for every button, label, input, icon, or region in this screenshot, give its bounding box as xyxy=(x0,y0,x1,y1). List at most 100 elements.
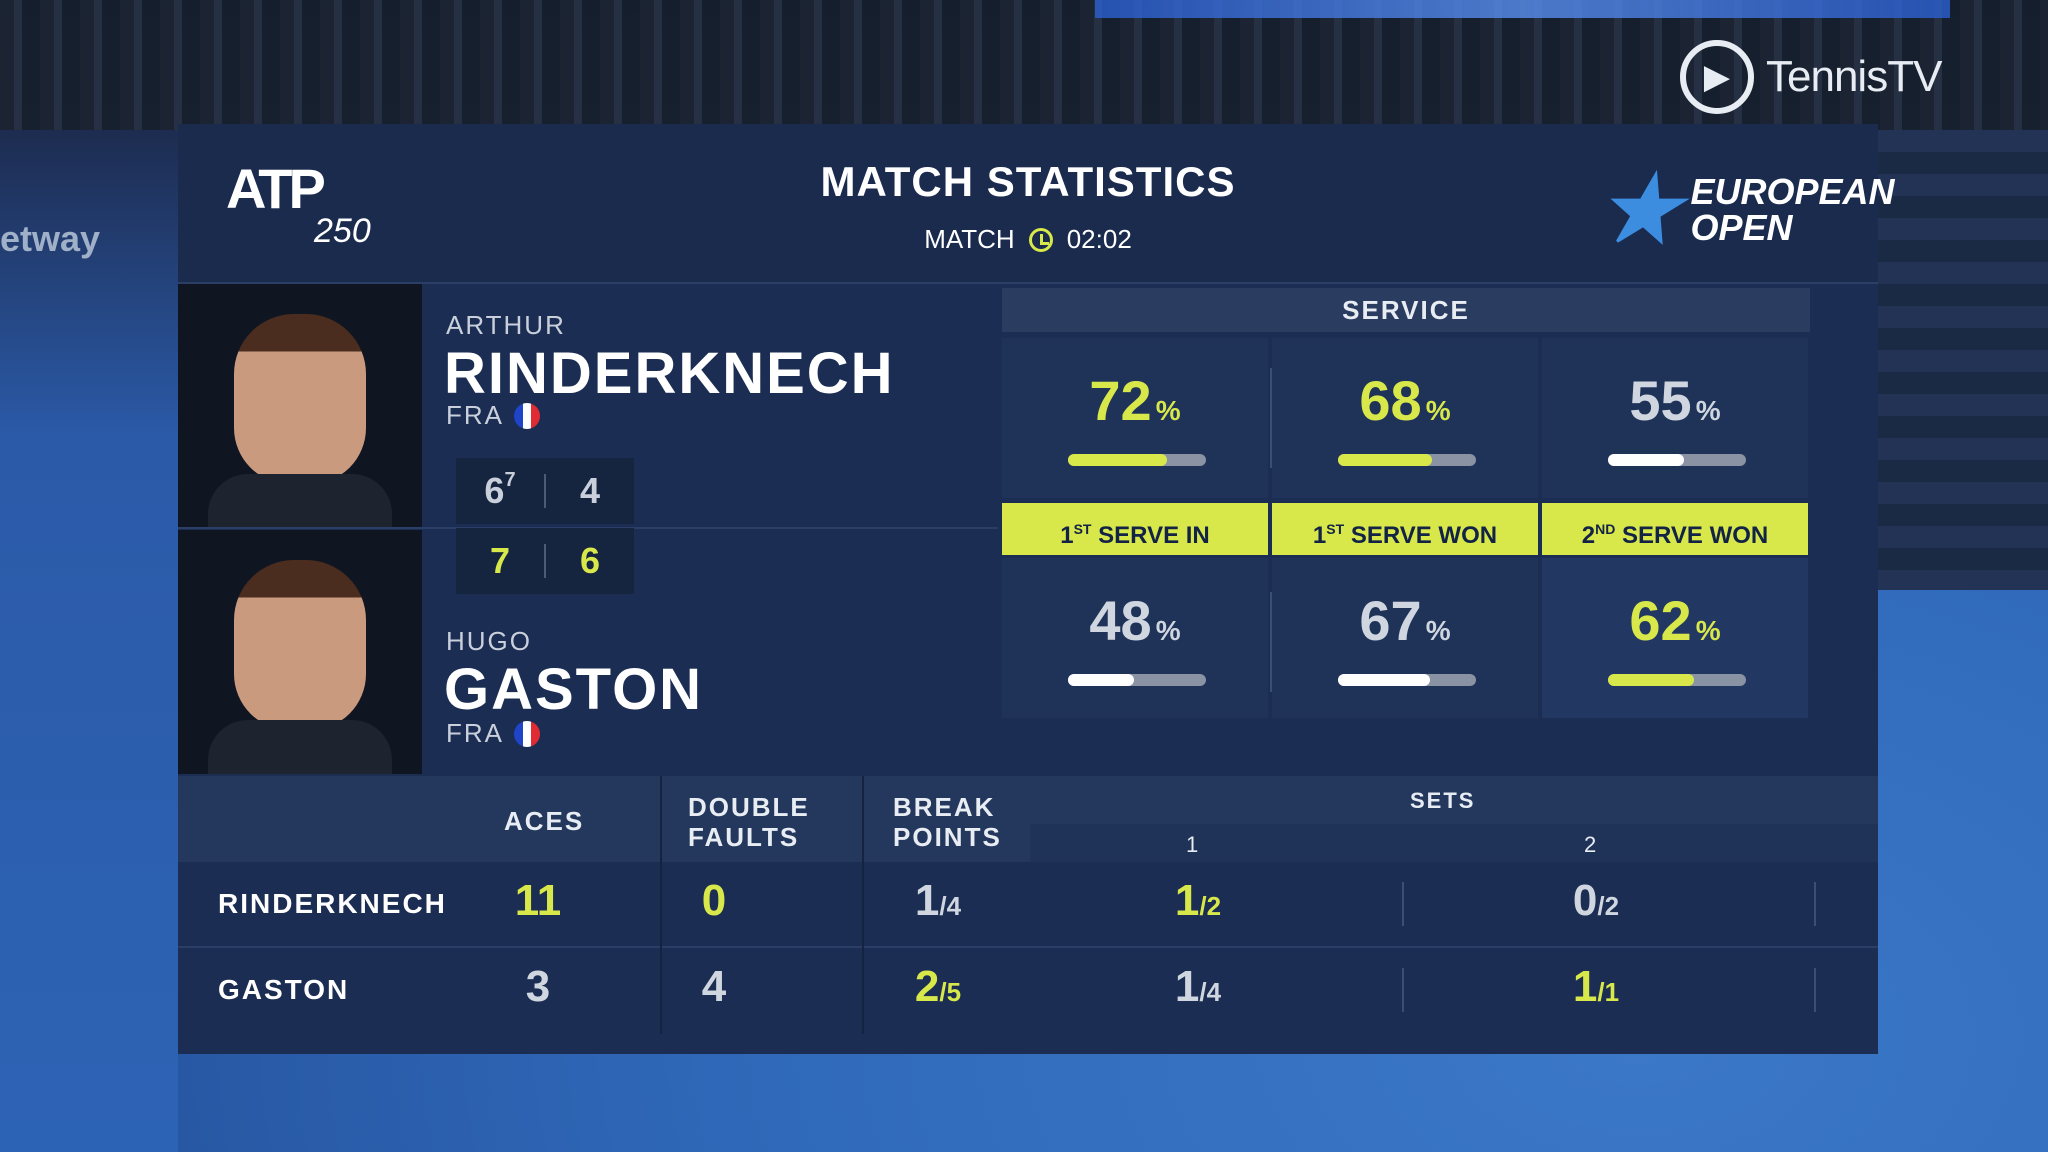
player-head xyxy=(234,314,366,484)
tennistv-text: TennisTV xyxy=(1766,52,1942,101)
column-divider xyxy=(862,776,864,1034)
service-stat-value: 72% xyxy=(1002,368,1268,433)
panel-header: ATP 250 MATCH STATISTICS MATCH 02:02 ★ E… xyxy=(178,124,1895,284)
tournament-line-2: OPEN xyxy=(1690,207,1793,248)
stat-number: 68 xyxy=(1359,369,1422,432)
duration-label: MATCH xyxy=(924,224,1015,254)
progress-bar xyxy=(1608,674,1746,686)
label-prefix: 1 xyxy=(1060,522,1074,549)
progress-bar xyxy=(1338,674,1476,686)
progress-fill xyxy=(1608,674,1694,686)
set2-score: 4 xyxy=(579,470,601,511)
aces-value: 3 xyxy=(525,962,551,1011)
tiebreak-score: 7 xyxy=(504,469,516,491)
play-icon: ▶ xyxy=(1680,40,1754,114)
label-text: SERVE WON xyxy=(1344,522,1498,549)
bp-line-1: BREAK xyxy=(893,792,996,822)
court-side-wall xyxy=(0,130,178,1152)
service-stat-value: 67% xyxy=(1272,588,1538,653)
double-faults-value: 0 xyxy=(701,876,727,925)
column-divider xyxy=(660,776,662,1034)
service-stat-cell: 72% xyxy=(1002,338,1268,498)
stat-number: 62 xyxy=(1629,589,1692,652)
france-flag-icon xyxy=(514,402,540,429)
led-board xyxy=(1095,0,1950,18)
service-stat-value: 62% xyxy=(1542,588,1808,653)
progress-bar xyxy=(1068,674,1206,686)
progress-bar xyxy=(1338,454,1476,466)
table-row: GASTON 3 4 2/5 1/4 1/1 xyxy=(178,948,1878,1032)
tournament-line-1: EUROPEAN xyxy=(1690,171,1895,212)
set2-score: 6 xyxy=(579,540,601,581)
label-ordinal: ST xyxy=(1326,521,1345,537)
stat-unit: % xyxy=(1155,395,1181,426)
player2-country: FRA xyxy=(446,718,504,748)
set1-score: 67 xyxy=(484,469,516,511)
service-stat-cell: 62% xyxy=(1542,558,1808,718)
stat-number: 72 xyxy=(1089,369,1152,432)
row-player-name: GASTON xyxy=(218,974,350,1005)
double-faults-header: DOUBLE FAULTS xyxy=(688,792,810,852)
label-prefix: 2 xyxy=(1581,522,1596,549)
service-stat-cell: 55% xyxy=(1542,338,1808,498)
service-stat-cell: 48% xyxy=(1002,558,1268,718)
player2-set-scores: 7 6 xyxy=(456,528,634,594)
set1-break-points: 1/2 xyxy=(1174,876,1222,925)
player-head xyxy=(234,560,366,730)
progress-fill xyxy=(1068,454,1167,466)
player1-nationality: FRA xyxy=(446,400,540,431)
progress-bar xyxy=(1608,454,1746,466)
player2-first-name: HUGO xyxy=(446,626,532,656)
tennistv-logo: ▶ TennisTV xyxy=(1680,40,1942,114)
service-stat-label: 1ST SERVE IN xyxy=(1002,503,1268,555)
set1-score: 7 xyxy=(489,540,511,581)
service-stat-value: 68% xyxy=(1272,368,1538,433)
df-line-2: FAULTS xyxy=(688,822,800,852)
right-stands xyxy=(1870,130,2048,590)
double-faults-value: 4 xyxy=(701,962,727,1011)
stat-unit: % xyxy=(1425,395,1451,426)
service-stat-value: 48% xyxy=(1002,588,1268,653)
set2-break-points: 0/2 xyxy=(1572,876,1620,925)
cell-divider xyxy=(1270,592,1272,692)
set-divider xyxy=(1814,968,1816,1012)
player2-nationality: FRA xyxy=(446,718,540,749)
service-header: SERVICE xyxy=(1002,288,1810,332)
progress-fill xyxy=(1608,454,1684,466)
progress-fill xyxy=(1338,454,1432,466)
service-stat-cell: 68% xyxy=(1272,338,1538,498)
progress-fill xyxy=(1338,674,1430,686)
break-points-header: BREAK POINTS xyxy=(893,792,1002,852)
stat-unit: % xyxy=(1695,615,1721,646)
atp-text: ATP xyxy=(226,157,326,220)
set-divider xyxy=(1402,968,1404,1012)
set1-break-points: 1/4 xyxy=(1174,962,1222,1011)
bp-line-2: POINTS xyxy=(893,822,1002,852)
label-ordinal: ST xyxy=(1073,521,1092,537)
cell-divider xyxy=(1270,368,1272,468)
stat-unit: % xyxy=(1155,615,1181,646)
sets-header: SETS xyxy=(1410,788,1476,813)
player-photo-1 xyxy=(178,284,422,528)
match-duration: MATCH 02:02 xyxy=(178,224,1878,255)
player-shirt xyxy=(208,474,392,528)
set-divider xyxy=(1814,882,1816,926)
player1-first-name: ARTHUR xyxy=(446,310,566,340)
service-stat-label: 2ND SERVE WON xyxy=(1542,503,1808,555)
player1-last-name: RINDERKNECH xyxy=(444,341,895,406)
france-flag-icon xyxy=(514,720,540,747)
stats-panel: ATP 250 MATCH STATISTICS MATCH 02:02 ★ E… xyxy=(178,124,1895,1054)
sets-subheader xyxy=(1030,824,1878,862)
set2-break-points: 1/1 xyxy=(1572,962,1620,1011)
set-col-1: 1 xyxy=(1186,832,1201,857)
service-stat-value: 55% xyxy=(1542,368,1808,433)
star-icon: ★ xyxy=(1598,159,1681,261)
label-ordinal: ND xyxy=(1595,521,1616,537)
aces-header: ACES xyxy=(504,806,585,836)
progress-fill xyxy=(1068,674,1134,686)
duration-value: 02:02 xyxy=(1066,224,1132,254)
player2-last-name: GASTON xyxy=(444,657,704,722)
set-col-2: 2 xyxy=(1584,832,1599,857)
break-points-value: 1/4 xyxy=(914,876,962,925)
progress-bar xyxy=(1068,454,1206,466)
